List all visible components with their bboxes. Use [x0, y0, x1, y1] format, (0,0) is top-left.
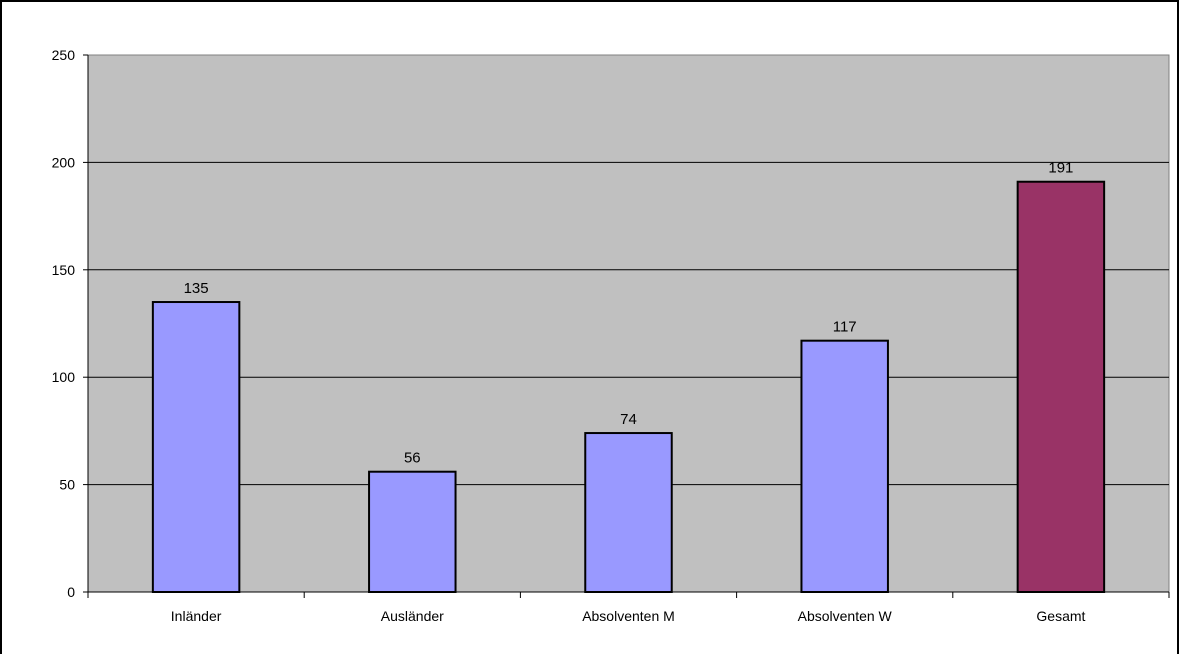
y-tick-label: 50	[59, 477, 75, 493]
bar-1	[368, 470, 457, 594]
x-tick-label-0: Inländer	[171, 608, 222, 624]
bar-3	[800, 339, 889, 593]
y-tick-label: 100	[52, 369, 76, 385]
data-label-2: 74	[620, 411, 637, 428]
axes: 0 50 100 150 200 250 Inländer Ausländer Absolven…	[52, 47, 1170, 624]
x-tick-label-3: Absolventen W	[798, 608, 893, 624]
x-tick-label-1: Ausländer	[381, 608, 444, 624]
data-label-1: 56	[404, 450, 421, 467]
y-tick-label: 200	[52, 154, 76, 170]
y-tick-label: 250	[52, 47, 76, 63]
y-tick-label: 0	[67, 584, 75, 600]
x-tick-label-4: Gesamt	[1036, 608, 1085, 624]
bar-4	[1016, 180, 1106, 593]
data-labels: 135 56 74 117 191	[184, 160, 1074, 467]
y-tick-label: 150	[52, 262, 76, 278]
data-label-3: 117	[833, 319, 857, 336]
bars	[151, 180, 1106, 594]
bar-2	[584, 432, 673, 593]
data-label-0: 135	[184, 280, 209, 297]
x-tick-label-2: Absolventen M	[582, 608, 675, 624]
bar-0	[151, 301, 241, 593]
data-label-4: 191	[1048, 160, 1073, 177]
